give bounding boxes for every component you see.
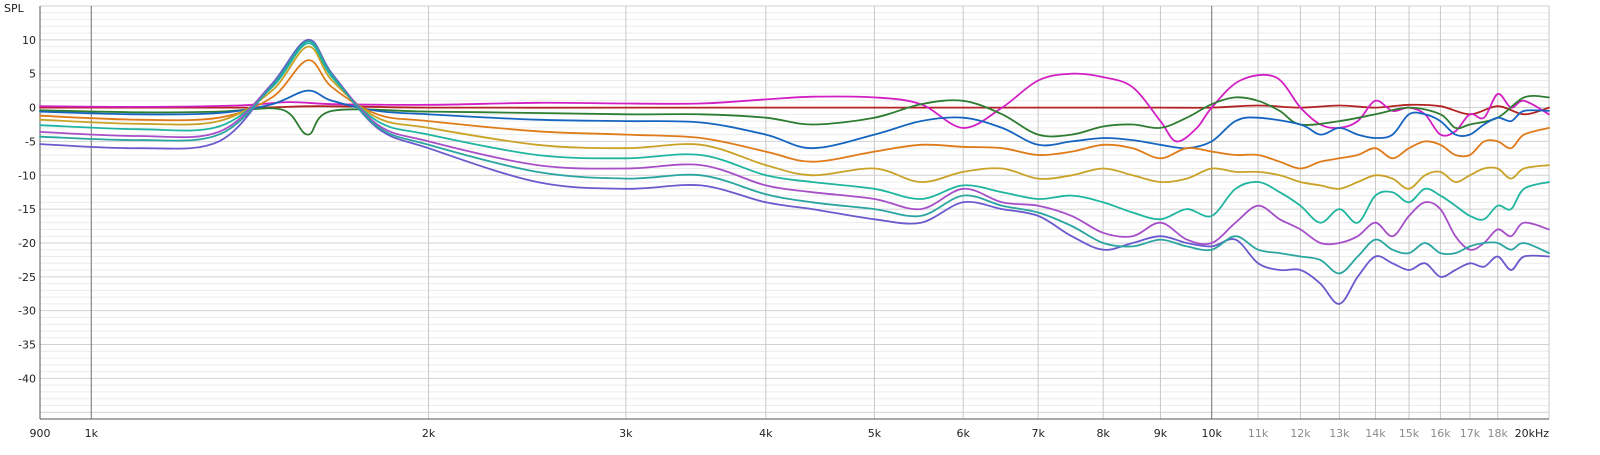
x-tick-label: 13k — [1329, 427, 1350, 440]
x-tick-label: 2k — [422, 427, 436, 440]
series-line-8 — [39, 39, 1550, 251]
y-tick-label: -40 — [18, 372, 36, 385]
y-tick-label: -30 — [18, 305, 36, 318]
series-line-2 — [39, 72, 1550, 143]
y-tick-label: -15 — [18, 203, 36, 216]
series-line-5 — [39, 59, 1550, 170]
y-tick-label: 10 — [22, 34, 36, 47]
y-tick-label: -25 — [18, 271, 36, 284]
y-tick-label: 0 — [29, 102, 36, 115]
grid — [40, 5, 1550, 420]
x-tick-label: 3k — [619, 427, 633, 440]
y-tick-label: -35 — [18, 339, 36, 352]
x-tick-label: 17k — [1460, 427, 1481, 440]
series-line-10 — [39, 40, 1550, 275]
axes: 10 5 0 -5 -10 -15 -20 -25 -30 -35 -40 900 1k 2k 3k 4k 5k… — [18, 6, 1549, 440]
y-axis-label: SPL — [4, 2, 25, 15]
y-tick-label: -20 — [18, 237, 36, 250]
series-line-4 — [39, 89, 1550, 150]
x-tick-label: 10k — [1202, 427, 1223, 440]
x-tick-label: 1k — [85, 427, 99, 440]
x-tick-label: 20kHz — [1515, 427, 1550, 440]
y-tick-label: -5 — [25, 135, 36, 148]
y-tick-label: -10 — [18, 169, 36, 182]
x-tick-label: 7k — [1031, 427, 1045, 440]
x-tick-label: 16k — [1430, 427, 1451, 440]
series-line-7 — [39, 42, 1550, 224]
x-tick-label: 4k — [759, 427, 773, 440]
x-tick-label: 5k — [868, 427, 882, 440]
x-tick-label: 11k — [1248, 427, 1269, 440]
y-tick-label: 5 — [29, 68, 36, 81]
series-group — [39, 39, 1550, 305]
plot-area — [40, 6, 1549, 419]
x-tick-label: 15k — [1399, 427, 1420, 440]
x-tick-label: 12k — [1290, 427, 1311, 440]
x-tick-label: 8k — [1096, 427, 1110, 440]
x-tick-label: 18k — [1488, 427, 1509, 440]
series-line-6 — [39, 45, 1550, 190]
x-tick-label: 900 — [30, 427, 51, 440]
x-tick-label: 6k — [956, 427, 970, 440]
x-tick-label: 14k — [1365, 427, 1386, 440]
series-line-9 — [39, 39, 1550, 305]
x-tick-label: 9k — [1154, 427, 1168, 440]
